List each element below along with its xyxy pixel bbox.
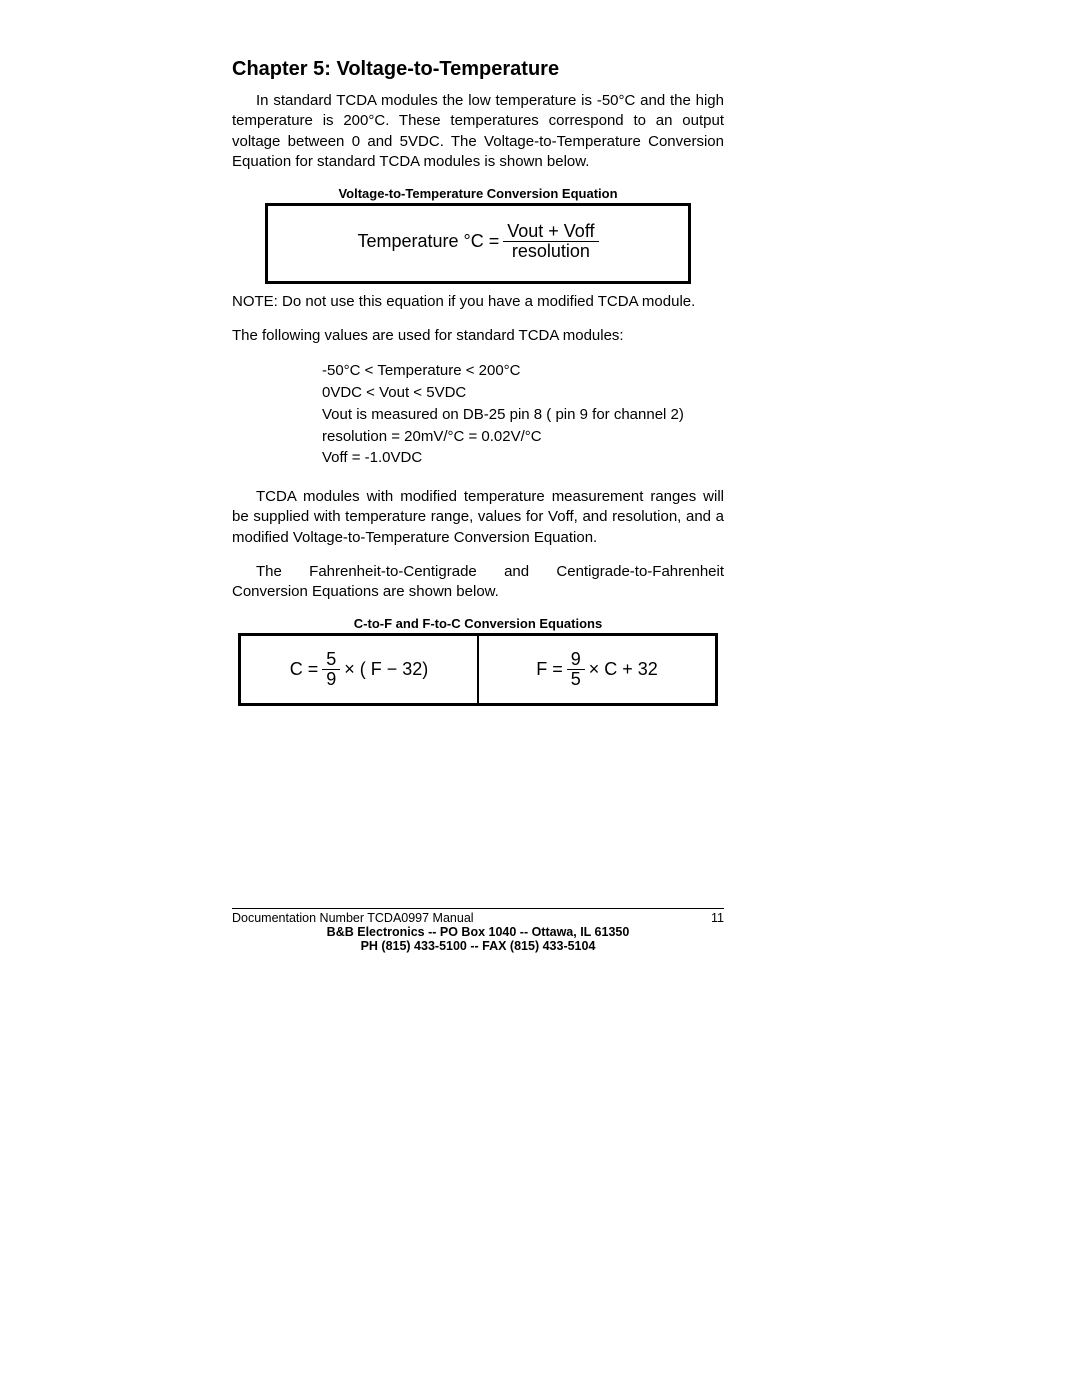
page-footer: Documentation Number TCDA0997 Manual 11 … <box>232 908 724 953</box>
footer-doc-number: Documentation Number TCDA0997 Manual <box>232 911 474 925</box>
eq2a-post: × ( F − 32) <box>344 659 428 680</box>
value-line: 0VDC < Vout < 5VDC <box>322 382 724 404</box>
eq2a-frac: 5 9 <box>322 650 340 689</box>
equation-2b-box: F = 9 5 × C + 32 <box>478 633 718 706</box>
eq2a-den: 9 <box>322 669 340 689</box>
page-content: Chapter 5: Voltage-to-Temperature In sta… <box>232 58 724 714</box>
equation-2b: F = 9 5 × C + 32 <box>534 650 660 689</box>
equation-1: Temperature °C = Vout + Voff resolution <box>355 222 600 261</box>
chapter-title: Chapter 5: Voltage-to-Temperature <box>232 58 724 81</box>
eq1-fraction: Vout + Voff resolution <box>503 222 598 261</box>
values-block: -50°C < Temperature < 200°C 0VDC < Vout … <box>322 360 724 469</box>
equation-2-title: C-to-F and F-to-C Conversion Equations <box>232 616 724 631</box>
equation-1-box: Temperature °C = Vout + Voff resolution <box>265 203 691 284</box>
value-line: -50°C < Temperature < 200°C <box>322 360 724 382</box>
eq2b-pre: F = <box>536 659 563 680</box>
eq2b-frac: 9 5 <box>567 650 585 689</box>
eq1-den: resolution <box>503 241 598 261</box>
eq2b-den: 5 <box>567 669 585 689</box>
note-paragraph: NOTE: Do not use this equation if you ha… <box>232 292 724 312</box>
footer-phone: PH (815) 433-5100 -- FAX (815) 433-5104 <box>232 939 724 953</box>
eq1-num: Vout + Voff <box>503 222 598 241</box>
paragraph-modified: TCDA modules with modified temperature m… <box>232 487 724 548</box>
values-intro: The following values are used for standa… <box>232 326 724 346</box>
eq2a-num: 5 <box>322 650 340 669</box>
value-line: Voff = -1.0VDC <box>322 447 724 469</box>
equation-2a: C = 5 9 × ( F − 32) <box>288 650 431 689</box>
paragraph-fc-intro: The Fahrenheit-to-Centigrade and Centigr… <box>232 562 724 603</box>
footer-address: B&B Electronics -- PO Box 1040 -- Ottawa… <box>232 925 724 939</box>
value-line: Vout is measured on DB-25 pin 8 ( pin 9 … <box>322 404 724 426</box>
eq2b-post: × C + 32 <box>589 659 658 680</box>
paragraph-intro: In standard TCDA modules the low tempera… <box>232 91 724 172</box>
eq1-lhs: Temperature °C = <box>357 231 499 252</box>
equation-1-title: Voltage-to-Temperature Conversion Equati… <box>232 186 724 201</box>
eq2b-num: 9 <box>567 650 585 669</box>
equation-2-pair: C = 5 9 × ( F − 32) F = 9 5 × C + 32 <box>232 633 724 706</box>
equation-2a-box: C = 5 9 × ( F − 32) <box>238 633 478 706</box>
footer-page-number: 11 <box>711 911 724 925</box>
eq2a-pre: C = <box>290 659 319 680</box>
value-line: resolution = 20mV/°C = 0.02V/°C <box>322 426 724 448</box>
